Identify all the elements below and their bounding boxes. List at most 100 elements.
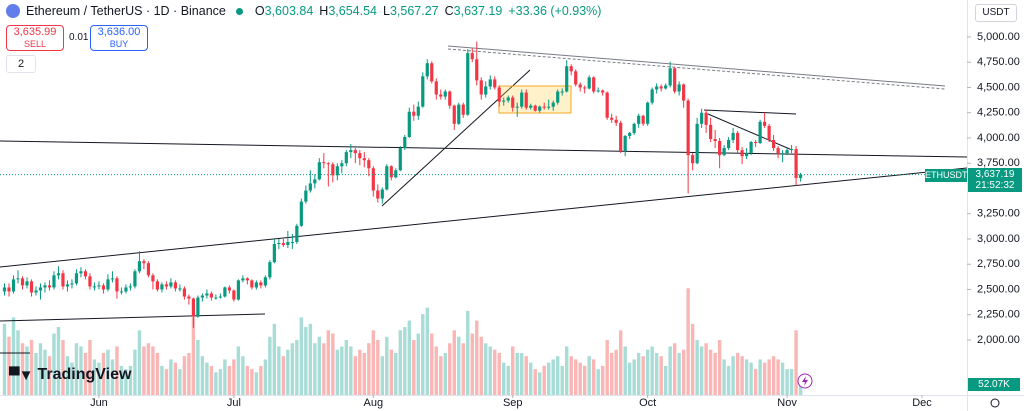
channel-line — [447, 45, 946, 87]
x-tick-label: Nov — [777, 397, 797, 409]
candle-body — [151, 275, 155, 282]
candle-body — [196, 297, 200, 317]
candle-body — [286, 241, 290, 246]
candle-body — [673, 68, 677, 92]
candle-body — [745, 153, 749, 157]
candle-body — [691, 155, 695, 164]
candle-body — [439, 94, 443, 97]
channel-line — [447, 48, 946, 90]
candle-body — [187, 296, 191, 299]
logo-text: TradingView — [37, 366, 132, 383]
candle-body — [686, 100, 690, 156]
candle-body — [592, 77, 596, 92]
ohlc-key: H — [319, 4, 329, 18]
volume-bar — [268, 336, 272, 395]
candle-body — [268, 262, 272, 278]
y-tick-label: 5,000.00 — [977, 31, 1020, 43]
candle-body — [493, 79, 497, 88]
volume-bar — [461, 343, 465, 395]
volume-bar — [209, 365, 214, 395]
volume-bar — [34, 352, 38, 395]
y-tick-label: 2,500.00 — [977, 283, 1020, 295]
y-tick-label: 2,250.00 — [977, 309, 1020, 321]
candle-body — [412, 111, 416, 116]
volume-bar — [241, 356, 245, 395]
candle-body — [646, 102, 650, 124]
volume-bar — [119, 365, 124, 395]
candle-body — [340, 163, 344, 167]
candle-body — [641, 115, 645, 124]
candle-body — [133, 271, 137, 287]
candle-body — [47, 285, 52, 288]
candle-body — [596, 90, 600, 92]
volume-bar — [749, 362, 753, 395]
volume-bar — [340, 346, 344, 395]
candle-body — [43, 285, 47, 288]
volume-bar — [38, 343, 43, 395]
currency-button[interactable]: USDT — [975, 4, 1017, 22]
candle-body — [304, 190, 308, 202]
volume-bar — [457, 336, 461, 395]
volume-bar — [277, 346, 281, 395]
volume-bar — [92, 359, 97, 395]
volume-bar — [425, 307, 429, 395]
candle-body — [749, 142, 753, 154]
volume-bar — [416, 333, 420, 395]
candle-body — [110, 278, 115, 280]
volume-bar — [259, 365, 263, 395]
candle-body — [308, 183, 312, 191]
candle-body — [682, 84, 686, 101]
volume-bar — [618, 330, 623, 395]
volume-bar — [627, 362, 632, 395]
symbol[interactable]: Ethereum / TetherUS · 1D · Binance — [26, 4, 226, 18]
candle-body — [632, 123, 636, 133]
candle-body — [754, 142, 758, 144]
candle-body — [169, 282, 173, 287]
candle-body — [475, 59, 479, 81]
volume-bar — [582, 365, 587, 395]
volume-bar — [470, 333, 474, 395]
candle-body — [623, 135, 627, 152]
volume-bar — [547, 362, 551, 395]
volume-bar — [574, 359, 578, 395]
candle-body — [668, 68, 672, 86]
settings-icon[interactable] — [990, 398, 1000, 408]
candle-body — [407, 111, 411, 137]
volume-bar — [605, 340, 609, 395]
candle-body — [295, 225, 299, 242]
change: +33.36 (+0.93%) — [508, 4, 602, 18]
candle-body — [160, 284, 164, 290]
candle-body — [587, 77, 591, 89]
candle-body — [533, 105, 537, 111]
indicators-toggle[interactable]: 2 — [6, 55, 36, 73]
candle-body — [367, 160, 371, 169]
spread: 0.01 — [69, 32, 89, 43]
sell-button[interactable]: 3,635.99 SELL — [6, 25, 64, 51]
volume-bar — [569, 356, 573, 395]
logo[interactable]: ▀▼ TradingView — [9, 366, 131, 384]
candle-body — [106, 279, 110, 290]
status-dot — [235, 7, 243, 15]
y-tick-label: 3,750.00 — [977, 157, 1020, 169]
candle-body — [425, 63, 429, 77]
volume-bar — [623, 346, 627, 395]
volume-bar — [11, 317, 16, 395]
candle-body — [101, 285, 106, 290]
candle-body — [155, 281, 160, 290]
candle-body — [574, 71, 578, 85]
volume-bar — [106, 349, 110, 395]
candle-body — [245, 278, 249, 281]
volume-bar — [695, 340, 699, 395]
candle-body — [29, 281, 34, 293]
candle-body — [758, 121, 762, 144]
candle-body — [628, 132, 632, 136]
candle-body — [137, 261, 142, 272]
volume-bar — [412, 340, 416, 395]
volume-bar — [358, 349, 362, 395]
buy-button[interactable]: 3,636.00 BUY — [90, 25, 148, 51]
candle-body — [223, 287, 227, 297]
candle-body — [52, 275, 56, 288]
volume-bar — [591, 359, 596, 395]
volume-bar — [367, 343, 371, 395]
candle-body — [524, 92, 528, 108]
